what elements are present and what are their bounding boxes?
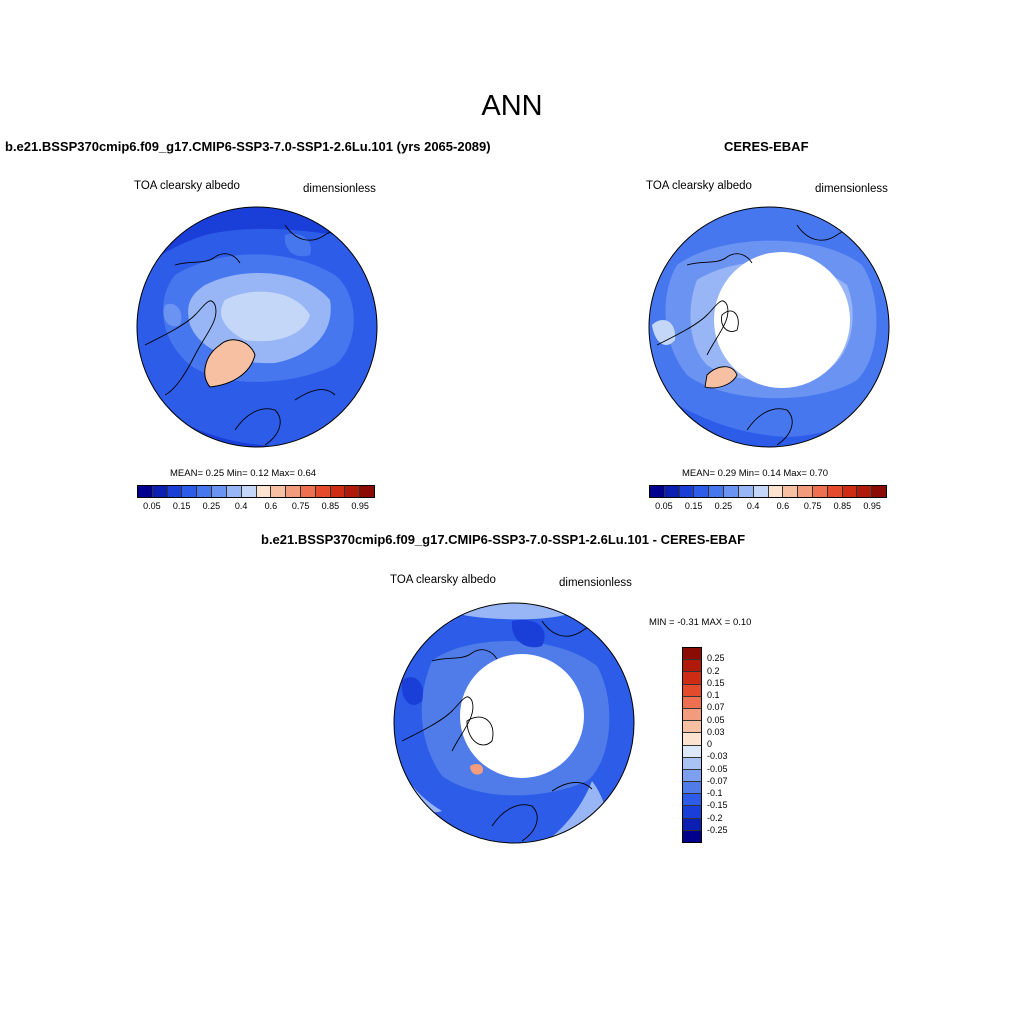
colorbar-swatch xyxy=(683,708,701,722)
colorbar-tick-label: 0.85 xyxy=(321,501,340,511)
colorbar-swatch xyxy=(768,486,784,497)
colorbar-tick-label: 0.1 xyxy=(707,690,720,700)
colorbar-swatch xyxy=(664,486,680,497)
colorbar-tick-label: 0.03 xyxy=(707,726,725,737)
colorbar-swatch xyxy=(286,486,301,497)
colorbar-tick-label: 0.25 xyxy=(714,501,733,511)
colorbar-swatch xyxy=(683,757,701,770)
colorbar-swatch xyxy=(197,486,213,497)
colorbar-swatch xyxy=(683,648,701,661)
panel-2-units-label: dimensionless xyxy=(815,183,888,195)
panel-3-polar-map xyxy=(393,602,635,844)
colorbar-swatch xyxy=(679,486,695,497)
panel-2-colorbar xyxy=(649,485,887,498)
colorbar-tick-label: 0.07 xyxy=(707,702,725,713)
colorbar-swatch xyxy=(256,486,272,497)
colorbar-swatch xyxy=(683,794,701,807)
colorbar-swatch xyxy=(827,486,843,497)
colorbar-swatch xyxy=(683,782,701,795)
colorbar-swatch xyxy=(683,745,701,758)
panel-1-variable-label: TOA clearsky albedo xyxy=(134,180,240,192)
colorbar-swatch xyxy=(330,486,346,497)
panel-2-stats: MEAN= 0.29 Min= 0.14 Max= 0.70 xyxy=(682,468,829,479)
colorbar-swatch xyxy=(138,486,153,497)
colorbar-swatch xyxy=(753,486,769,497)
colorbar-tick-label: 0.6 xyxy=(264,501,278,511)
colorbar-tick-label: -0.03 xyxy=(707,751,728,762)
colorbar-swatch xyxy=(241,486,257,497)
colorbar-swatch xyxy=(683,806,701,819)
panel-2-variable-label: TOA clearsky albedo xyxy=(646,180,752,192)
colorbar-swatch xyxy=(683,721,701,734)
colorbar-tick-label: 0.2 xyxy=(707,665,720,676)
colorbar-tick-label: -0.05 xyxy=(707,763,728,774)
colorbar-tick-label: 0.4 xyxy=(746,501,760,511)
colorbar-tick-label: -0.2 xyxy=(707,812,723,823)
panel-3-variable-label: TOA clearsky albedo xyxy=(390,574,496,586)
colorbar-swatch xyxy=(182,486,198,497)
colorbar-swatch xyxy=(783,486,799,497)
colorbar-swatch xyxy=(683,769,701,783)
colorbar-swatch xyxy=(694,486,710,497)
colorbar-swatch xyxy=(683,672,701,685)
panel-3-stats: MIN = -0.31 MAX = 0.10 xyxy=(649,617,752,628)
panel-3-units-label: dimensionless xyxy=(559,577,632,589)
colorbar-tick-label: -0.07 xyxy=(707,775,728,786)
colorbar-swatch xyxy=(360,486,374,497)
colorbar-swatch xyxy=(300,486,316,497)
colorbar-swatch xyxy=(271,486,287,497)
panel-1-heading: b.e21.BSSP370cmip6.f09_g17.CMIP6-SSP3-7.… xyxy=(5,139,491,154)
colorbar-swatch xyxy=(842,486,858,497)
colorbar-swatch xyxy=(683,684,701,697)
colorbar-tick-label: 0.05 xyxy=(707,714,725,725)
panel-1-colorbar xyxy=(137,485,375,498)
colorbar-swatch xyxy=(315,486,331,497)
colorbar-tick-label: -0.25 xyxy=(707,824,728,835)
colorbar-swatch xyxy=(709,486,725,497)
colorbar-tick-label: -0.1 xyxy=(707,788,723,798)
colorbar-swatch xyxy=(857,486,873,497)
colorbar-tick-label: 0.95 xyxy=(351,501,369,511)
colorbar-swatch xyxy=(683,733,701,746)
colorbar-tick-label: 0.15 xyxy=(172,501,191,511)
colorbar-tick-label: 0.85 xyxy=(833,501,852,511)
colorbar-swatch xyxy=(798,486,813,497)
colorbar-tick-label: 0.75 xyxy=(291,501,310,511)
colorbar-swatch xyxy=(226,486,242,497)
panel-1-stats: MEAN= 0.25 Min= 0.12 Max= 0.64 xyxy=(170,468,317,479)
colorbar-tick-label: 0.05 xyxy=(143,501,161,511)
colorbar-tick-label: 0.25 xyxy=(707,653,725,664)
main-title: ANN xyxy=(481,90,543,122)
colorbar-swatch xyxy=(872,486,886,497)
colorbar-swatch xyxy=(152,486,168,497)
panel-2-polar-map xyxy=(648,206,890,448)
panel-2-heading: CERES-EBAF xyxy=(724,139,809,154)
colorbar-swatch xyxy=(683,660,701,673)
colorbar-tick-label: 0 xyxy=(707,739,713,749)
colorbar-swatch xyxy=(683,696,701,709)
colorbar-swatch xyxy=(812,486,828,497)
colorbar-tick-label: 0.6 xyxy=(776,501,790,511)
colorbar-tick-label: 0.25 xyxy=(202,501,221,511)
colorbar-tick-label: 0.15 xyxy=(684,501,703,511)
colorbar-swatch xyxy=(345,486,361,497)
colorbar-tick-label: 0.15 xyxy=(707,677,725,688)
panel-3-heading: b.e21.BSSP370cmip6.f09_g17.CMIP6-SSP3-7.… xyxy=(261,532,746,547)
colorbar-tick-label: 0.4 xyxy=(234,501,248,511)
colorbar-swatch xyxy=(738,486,754,497)
colorbar-swatch xyxy=(683,818,701,831)
colorbar-swatch xyxy=(683,830,701,842)
colorbar-tick-label: 0.95 xyxy=(863,501,881,511)
colorbar-swatch xyxy=(724,486,739,497)
colorbar-tick-label: 0.75 xyxy=(803,501,822,511)
panel-3-colorbar xyxy=(682,647,702,843)
panel-1-polar-map xyxy=(136,206,378,448)
colorbar-tick-label: -0.15 xyxy=(707,800,728,811)
colorbar-swatch xyxy=(212,486,227,497)
colorbar-tick-label: 0.05 xyxy=(655,501,673,511)
colorbar-swatch xyxy=(167,486,183,497)
colorbar-swatch xyxy=(650,486,665,497)
panel-1-units-label: dimensionless xyxy=(303,183,376,195)
